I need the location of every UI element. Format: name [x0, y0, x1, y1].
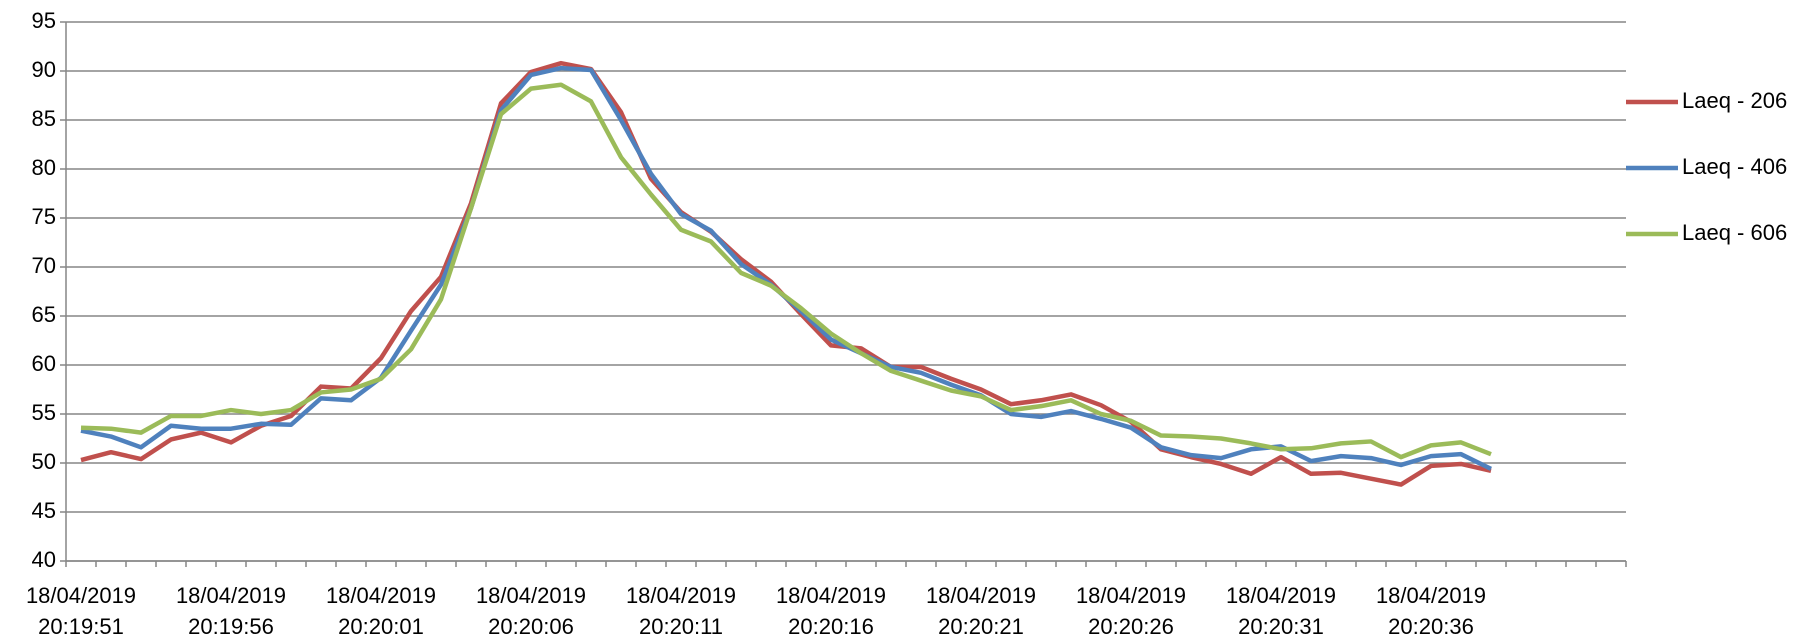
legend-label: Laeq - 606	[1682, 220, 1787, 245]
y-tick-label: 65	[32, 302, 56, 327]
legend-label: Laeq - 206	[1682, 88, 1787, 113]
series-line	[80, 82, 1492, 460]
x-tick-label: 18/04/2019 20:20:36	[1375, 583, 1487, 639]
x-tick-label: 18/04/2019 20:20:06	[475, 583, 587, 639]
x-tick-label: 18/04/2019 20:19:56	[175, 583, 287, 639]
y-tick-label: 50	[32, 449, 56, 474]
y-tick-label: 55	[32, 400, 56, 425]
y-tick-label: 60	[32, 351, 56, 376]
x-tick-label: 18/04/2019 20:20:01	[325, 583, 437, 639]
y-tick-label: 45	[32, 498, 56, 523]
y-tick-label: 75	[32, 204, 56, 229]
x-tick-label: 18/04/2019 20:20:31	[1225, 583, 1337, 639]
y-tick-label: 80	[32, 155, 56, 180]
x-tick-label: 18/04/2019 20:20:16	[775, 583, 887, 639]
y-tick-label: 90	[32, 57, 56, 82]
x-tick-label: 18/04/2019 20:19:51	[25, 583, 137, 639]
y-tick-label: 40	[32, 547, 56, 572]
legend-label: Laeq - 406	[1682, 154, 1787, 179]
x-tick-label: 18/04/2019 20:20:26	[1075, 583, 1187, 639]
y-tick-label: 85	[32, 106, 56, 131]
y-tick-label: 70	[32, 253, 56, 278]
x-tick-label: 18/04/2019 20:20:11	[625, 583, 737, 639]
x-tick-label: 18/04/2019 20:20:21	[925, 583, 1037, 639]
y-tick-label: 95	[32, 8, 56, 33]
